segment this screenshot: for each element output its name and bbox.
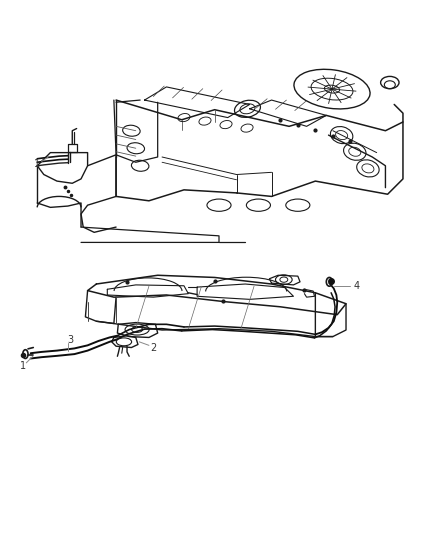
Text: 2: 2 [150, 343, 156, 352]
Text: 1: 1 [34, 159, 40, 168]
Text: 4: 4 [354, 281, 360, 291]
Text: 3: 3 [67, 335, 73, 345]
Text: 1: 1 [20, 361, 26, 372]
